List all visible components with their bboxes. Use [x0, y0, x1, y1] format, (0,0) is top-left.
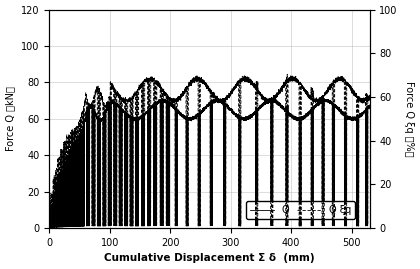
- Q ξq: [250, 84, 255, 87]
- Q ξq: [302, 86, 307, 89]
- Q: [320, 97, 326, 100]
- Q: [236, 224, 241, 228]
- Y-axis label: Force Q （kN）: Force Q （kN）: [5, 86, 16, 151]
- Q: [250, 114, 255, 117]
- Y-axis label: Force Q ξq （%）: Force Q ξq （%）: [404, 81, 415, 157]
- Q ξq: [236, 224, 241, 227]
- Legend: Q, Q ξq: Q, Q ξq: [246, 201, 355, 219]
- Line: Q ξq: Q ξq: [49, 74, 370, 228]
- Q: [47, 226, 52, 230]
- Q: [63, 161, 68, 165]
- Q: [163, 98, 168, 101]
- X-axis label: Cumulative Displacement Σ δ  (mm): Cumulative Displacement Σ δ (mm): [104, 253, 315, 263]
- Q: [302, 116, 307, 119]
- Q ξq: [284, 79, 289, 82]
- Line: Q: Q: [49, 99, 370, 228]
- Q ξq: [63, 225, 68, 228]
- Q ξq: [163, 93, 168, 96]
- Q ξq: [285, 73, 290, 76]
- Q ξq: [367, 96, 372, 99]
- Q: [284, 111, 289, 114]
- Q ξq: [47, 226, 52, 230]
- Q: [367, 105, 372, 108]
